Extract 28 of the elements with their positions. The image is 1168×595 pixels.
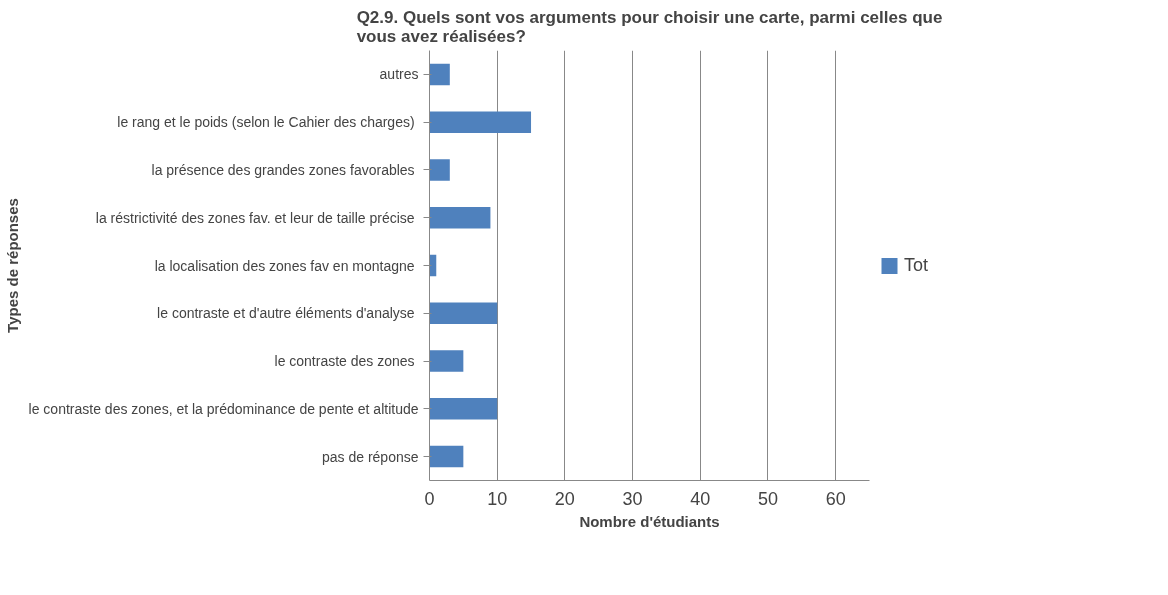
x-tick-label: 0 — [424, 488, 435, 509]
bar — [429, 206, 491, 229]
x-axis-title: Nombre d'étudiants — [579, 512, 720, 530]
y-tick-label: autres — [379, 66, 419, 83]
bar — [429, 159, 450, 181]
x-tick-label: 40 — [690, 488, 711, 509]
x-tick-label: 10 — [487, 488, 508, 509]
bar — [429, 63, 450, 86]
bar — [429, 302, 498, 325]
y-tick-label: le contraste des zones, et la prédominance de pente et altitude — [28, 400, 419, 417]
x-tick-label: 60 — [825, 488, 846, 509]
x-tick-label: 50 — [757, 488, 778, 509]
y-axis-title: Types de réponses — [3, 198, 21, 333]
y-tick-label: le contraste des zones — [274, 353, 415, 370]
y-tick-label: pas de réponse — [321, 448, 419, 465]
chart-title: Q2.9. Quels sont vos arguments pour choisir une carte, parmi celles que vous avez réalisées? — [356, 7, 943, 46]
bar — [429, 350, 464, 372]
x-tick-label: 20 — [554, 488, 575, 509]
x-tick-label: 30 — [622, 488, 643, 509]
y-tick-label: la présence des grandes zones favorables — [151, 161, 415, 178]
y-tick-label: la réstrictivité des zones fav. et leur de taille précise — [95, 209, 415, 226]
bar — [429, 111, 532, 133]
y-tick-label: le rang et le poids (selon le Cahier des charges) — [117, 114, 415, 131]
y-tick-label: la localisation des zones fav en montagne — [154, 257, 415, 274]
bar — [429, 398, 498, 420]
bar — [429, 445, 464, 468]
legend-label: Tot — [904, 254, 929, 276]
y-tick-label: le contraste et d'autre éléments d'analyse — [157, 305, 415, 322]
